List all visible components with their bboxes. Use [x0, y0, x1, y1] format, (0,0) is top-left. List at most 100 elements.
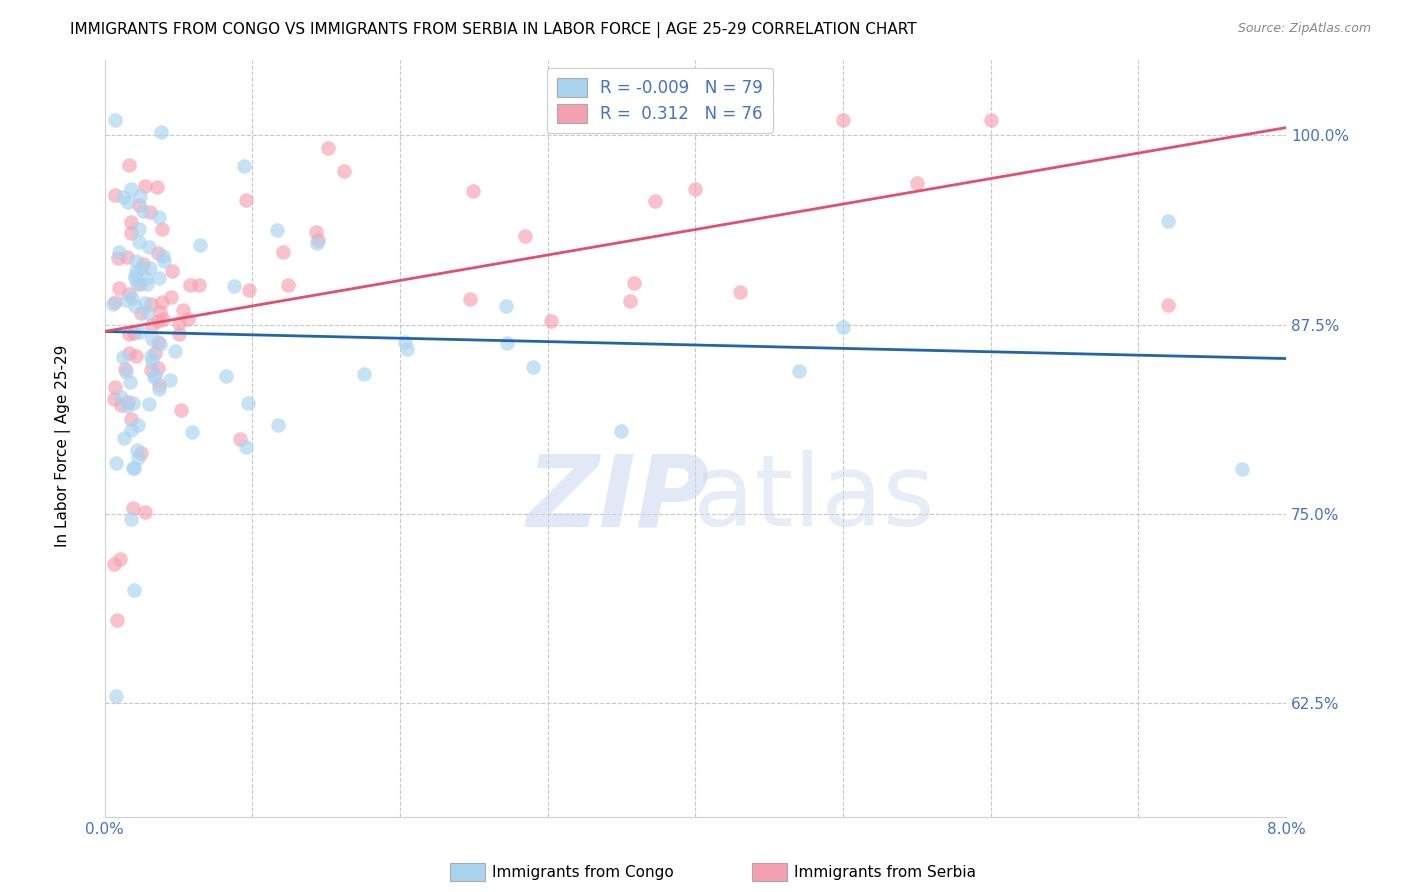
Point [172, 303, 194, 318]
Point [104, 380, 127, 394]
Point [229, 432, 252, 446]
Point [149, 337, 172, 351]
Point [115, 399, 138, 413]
Point [118, 327, 141, 342]
Point [463, 184, 485, 198]
Point [125, 349, 148, 363]
Point [235, 440, 257, 454]
Point [120, 411, 142, 425]
Point [115, 364, 138, 378]
Point [129, 446, 152, 460]
Point [215, 368, 238, 383]
Point [128, 235, 150, 249]
Point [148, 210, 170, 224]
Point [307, 233, 329, 247]
Point [124, 299, 146, 313]
Point [117, 394, 139, 409]
Point [138, 240, 160, 254]
Point [132, 204, 155, 219]
Point [107, 251, 129, 265]
Point [122, 461, 145, 475]
Point [104, 113, 127, 128]
Point [394, 334, 416, 349]
Point [124, 271, 146, 285]
Point [122, 582, 145, 597]
Point [131, 261, 153, 276]
Point [728, 285, 751, 300]
Point [108, 245, 131, 260]
Point [105, 613, 128, 627]
Point [152, 312, 174, 326]
Point [125, 254, 148, 268]
Point [110, 398, 132, 412]
Point [683, 182, 706, 196]
Point [104, 456, 127, 470]
Point [540, 314, 562, 328]
Point [832, 113, 855, 128]
Point [141, 318, 163, 332]
Point [143, 345, 166, 359]
Point [179, 277, 201, 292]
Point [122, 326, 145, 340]
Point [111, 351, 134, 365]
Point [167, 326, 190, 341]
Point [139, 205, 162, 219]
Point [134, 179, 156, 194]
Point [105, 689, 128, 703]
Point [277, 277, 299, 292]
Point [125, 443, 148, 458]
Legend: R = -0.009   N = 79, R =  0.312   N = 76: R = -0.009 N = 79, R = 0.312 N = 76 [547, 68, 773, 133]
Point [127, 418, 149, 433]
Point [117, 194, 139, 209]
Point [619, 294, 641, 309]
Point [170, 403, 193, 417]
Text: Immigrants from Congo: Immigrants from Congo [492, 865, 673, 880]
Point [115, 293, 138, 307]
Point [136, 277, 159, 291]
Point [267, 418, 290, 433]
Point [142, 370, 165, 384]
Point [112, 431, 135, 445]
Point [138, 397, 160, 411]
Point [149, 304, 172, 318]
Point [129, 306, 152, 320]
Point [458, 292, 481, 306]
Point [103, 392, 125, 407]
Text: atlas: atlas [693, 450, 934, 548]
Point [135, 306, 157, 320]
Point [118, 346, 141, 360]
Point [148, 334, 170, 349]
Point [122, 501, 145, 516]
Point [610, 424, 633, 438]
Point [120, 423, 142, 437]
Point [980, 113, 1002, 128]
Point [108, 281, 131, 295]
Point [905, 176, 928, 190]
Point [644, 194, 666, 209]
Point [522, 359, 544, 374]
Point [236, 396, 259, 410]
Point [148, 382, 170, 396]
Point [187, 278, 209, 293]
Point [122, 461, 145, 475]
Point [163, 344, 186, 359]
Point [148, 245, 170, 260]
Point [515, 228, 537, 243]
Point [134, 505, 156, 519]
Point [103, 297, 125, 311]
Point [139, 362, 162, 376]
Point [110, 390, 132, 404]
Point [1157, 213, 1180, 227]
Point [496, 336, 519, 351]
Point [333, 163, 356, 178]
Point [117, 250, 139, 264]
Point [162, 264, 184, 278]
Point [141, 332, 163, 346]
Point [129, 188, 152, 202]
Point [118, 158, 141, 172]
Point [128, 197, 150, 211]
Point [127, 277, 149, 292]
Point [139, 296, 162, 310]
Point [353, 367, 375, 381]
Point [148, 378, 170, 392]
